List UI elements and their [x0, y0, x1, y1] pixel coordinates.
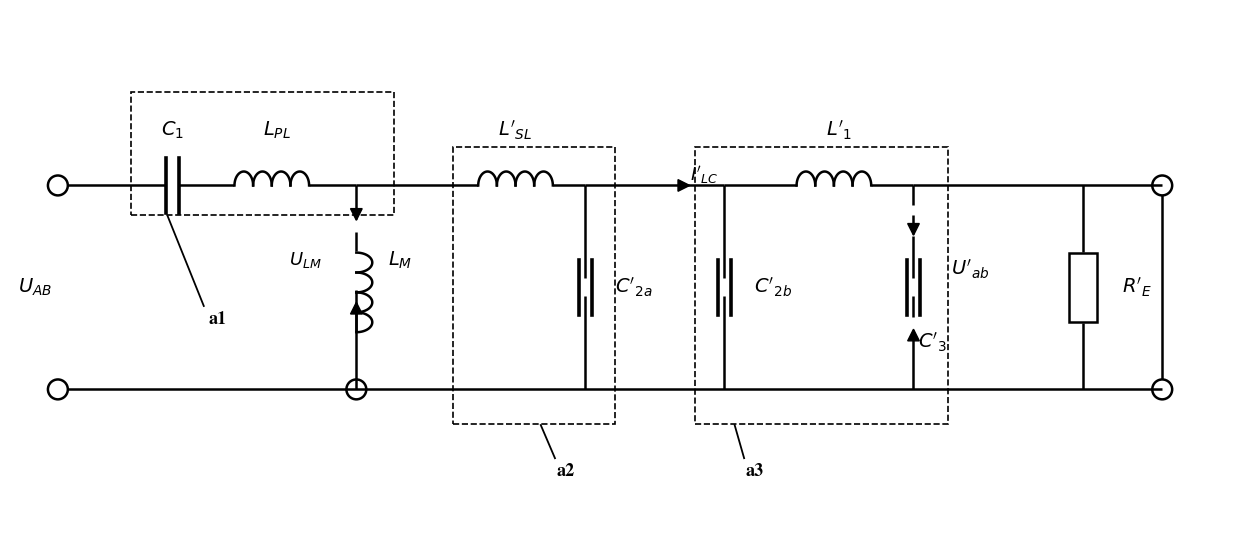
Text: a3: a3 — [745, 463, 764, 481]
Text: $U_{AB}$: $U_{AB}$ — [17, 276, 52, 298]
Text: $L_M$: $L_M$ — [388, 250, 413, 271]
Text: $C'_3$: $C'_3$ — [919, 330, 947, 354]
Polygon shape — [908, 223, 919, 235]
Text: $I'_{LC}$: $I'_{LC}$ — [689, 165, 718, 186]
Polygon shape — [351, 302, 362, 314]
Text: a1: a1 — [208, 311, 226, 328]
Bar — [454, 147, 615, 424]
Polygon shape — [678, 180, 689, 191]
Bar — [694, 147, 949, 424]
Bar — [130, 92, 394, 215]
Polygon shape — [351, 209, 362, 220]
Text: $U'_{ab}$: $U'_{ab}$ — [951, 258, 990, 281]
Bar — [1069, 252, 1096, 322]
Text: $C'_{2a}$: $C'_{2a}$ — [615, 276, 652, 299]
Text: $L'_{SL}$: $L'_{SL}$ — [498, 119, 533, 142]
Text: $L_{PL}$: $L_{PL}$ — [263, 120, 290, 141]
Text: $L'_1$: $L'_1$ — [826, 119, 852, 142]
Polygon shape — [908, 329, 919, 341]
Text: $C'_{2b}$: $C'_{2b}$ — [754, 276, 792, 299]
Text: $C_1$: $C_1$ — [161, 120, 184, 141]
Text: $U_{LM}$: $U_{LM}$ — [289, 250, 321, 270]
Text: $R'_E$: $R'_E$ — [1122, 276, 1152, 299]
Text: a2: a2 — [557, 463, 574, 481]
